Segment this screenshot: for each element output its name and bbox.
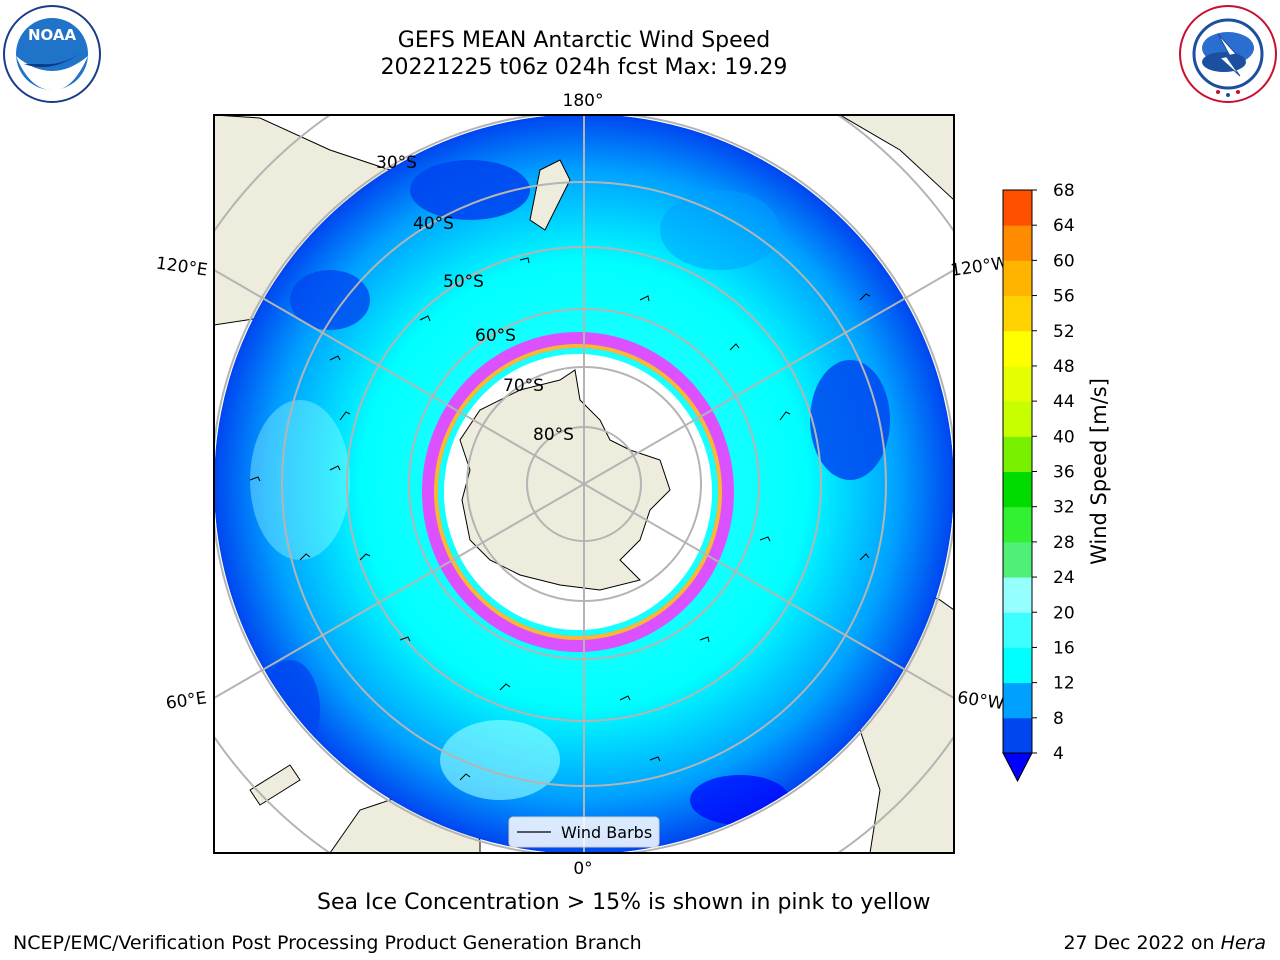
lat-label-50s: 50°S (443, 272, 484, 292)
colorbar-segment (1003, 190, 1032, 226)
noaa-logo: NOAA (3, 5, 101, 103)
nws-logo (1179, 5, 1277, 103)
antarctica-landmass (459, 369, 671, 591)
noaa-logo-text: NOAA (28, 26, 77, 44)
footer-machine: Hera (1220, 932, 1266, 954)
colorbar-tick-label: 52 (1053, 322, 1075, 342)
top-right-land (839, 115, 954, 201)
footer-left: NCEP/EMC/Verification Post Processing Pr… (13, 932, 642, 954)
colorbar-segment (1003, 225, 1032, 261)
lat-label-80s: 80°S (533, 425, 574, 445)
colorbar-tick-label: 8 (1053, 709, 1064, 729)
footer-date: 27 Dec 2022 on (1063, 932, 1221, 954)
colorbar-segment (1003, 330, 1032, 367)
lat-label-40s: 40°S (413, 214, 454, 234)
colorbar-segment (1003, 577, 1032, 613)
legend-label: Wind Barbs (561, 823, 652, 842)
colorbar-segment (1003, 436, 1032, 472)
lat-label-70s: 70°S (503, 376, 544, 396)
colorbar-tick-label: 40 (1053, 427, 1075, 447)
colorbar-tick-label: 60 (1053, 251, 1075, 271)
footer-right: 27 Dec 2022 on Hera (1063, 932, 1266, 954)
colorbar-tick-label: 32 (1053, 498, 1075, 518)
colorbar-tick-label: 44 (1053, 392, 1075, 412)
colorbar-segment (1003, 260, 1032, 297)
colorbar-label: Wind Speed [m/s] (1087, 378, 1111, 565)
colorbar-segment (1003, 647, 1032, 684)
colorbar-segment (1003, 471, 1032, 508)
lon-label-180: 180° (563, 91, 604, 111)
colorbar-segment (1003, 365, 1032, 402)
wind-barbs-legend: Wind Barbs (508, 816, 660, 848)
colorbar-tick-label: 24 (1053, 568, 1075, 588)
colorbar-tick-label: 68 (1053, 181, 1075, 201)
colorbar-segment (1003, 506, 1032, 543)
colorbar-segment (1003, 717, 1032, 754)
colorbar-tick-label: 56 (1053, 287, 1075, 307)
chart-title: GEFS MEAN Antarctic Wind Speed (397, 28, 771, 53)
lon-label-60e: 60°E (165, 688, 208, 713)
colorbar-tick-label: 12 (1053, 674, 1075, 694)
colorbar-tick-label: 36 (1053, 463, 1075, 483)
colorbar-segment (1003, 612, 1032, 648)
colorbar-segment (1003, 401, 1032, 437)
colorbar-segment (1003, 682, 1032, 719)
colorbar-tick-label: 4 (1053, 744, 1064, 764)
lon-label-0: 0° (573, 859, 592, 879)
colorbar-tick-label: 16 (1053, 638, 1075, 658)
colorbar-segment (1003, 541, 1032, 578)
lat-label-30s: 30°S (376, 153, 417, 173)
colorbar-segment (1003, 295, 1032, 332)
colorbar-tick-label: 28 (1053, 533, 1075, 553)
lon-label-120e: 120°E (155, 254, 209, 281)
colorbar-extend-arrow (1002, 752, 1033, 783)
chart-subtitle: 20221225 t06z 024h fcst Max: 19.29 (380, 55, 788, 80)
lat-label-60s: 60°S (475, 326, 516, 346)
sea-ice-note: Sea Ice Concentration > 15% is shown in … (317, 890, 931, 915)
colorbar-tick-label: 20 (1053, 603, 1075, 623)
colorbar-tick-label: 48 (1053, 357, 1075, 377)
colorbar-tick-label: 64 (1053, 216, 1075, 236)
